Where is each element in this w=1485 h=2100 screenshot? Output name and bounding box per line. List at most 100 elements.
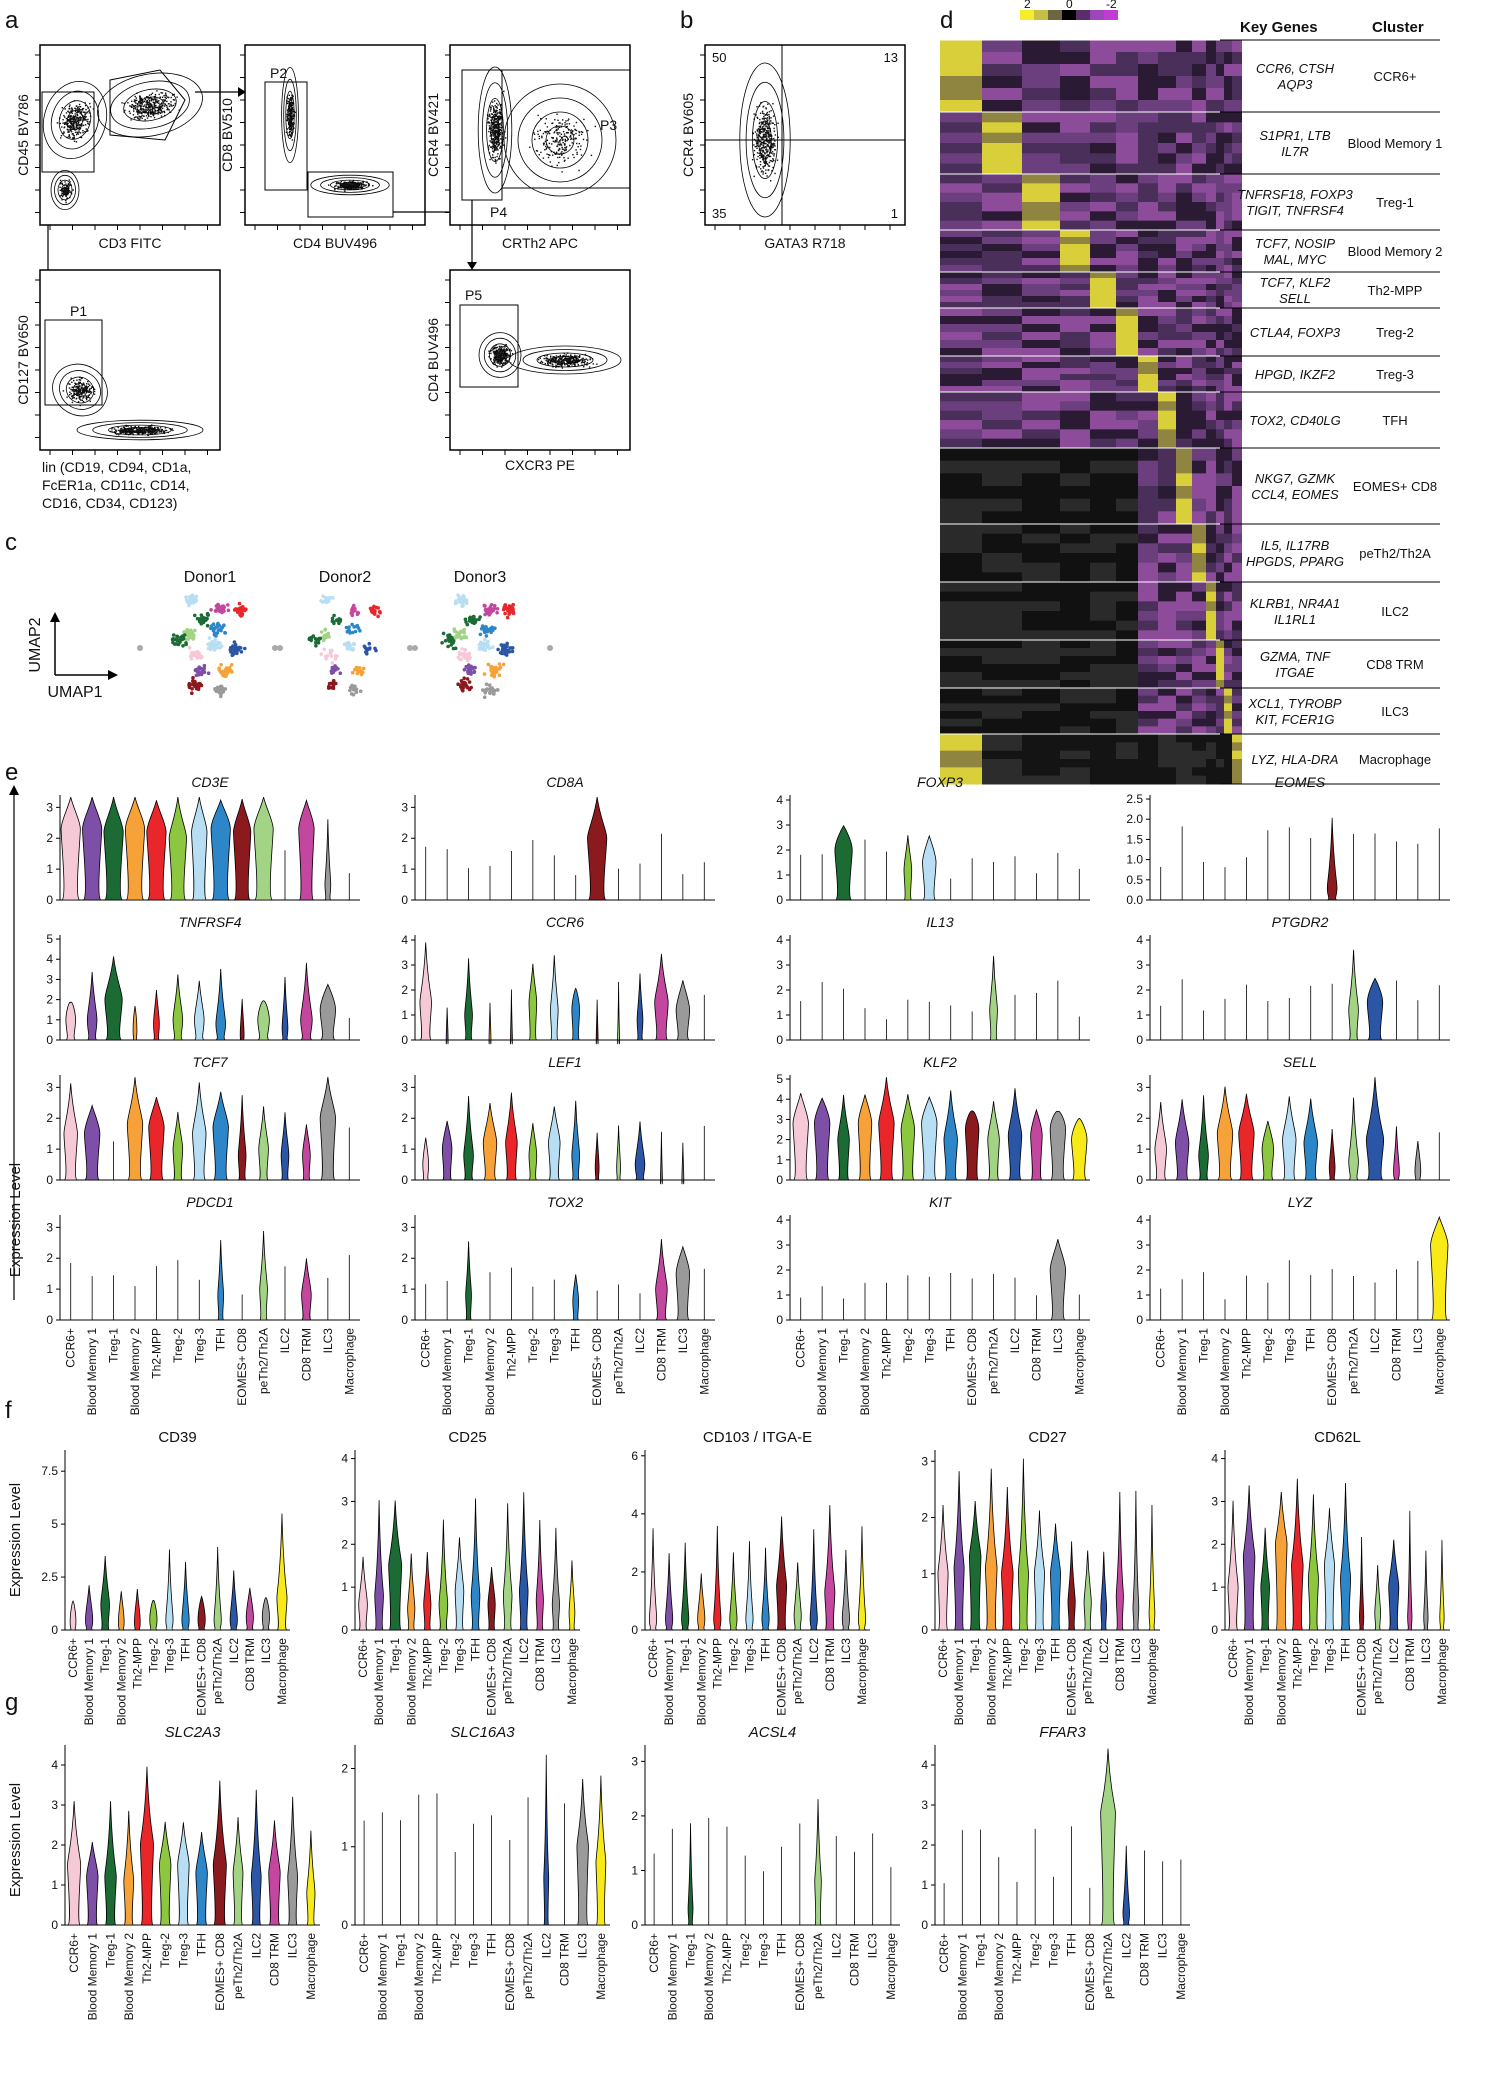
event-dot	[79, 106, 82, 108]
event-dot	[85, 112, 88, 114]
event-dot	[564, 139, 567, 141]
event-dot	[146, 104, 148, 106]
heatmap-cell	[982, 302, 1022, 309]
heatmap-cell	[982, 174, 1022, 184]
event-dot	[133, 100, 135, 103]
event-dot	[149, 425, 151, 427]
event-dot	[566, 363, 568, 365]
event-dot	[496, 137, 499, 139]
event-dot	[546, 355, 548, 357]
event-dot	[572, 130, 574, 132]
event-dot	[765, 132, 767, 134]
event-dot	[121, 102, 123, 104]
event-dot	[772, 115, 775, 117]
event-dot	[161, 429, 163, 431]
event-dot	[159, 112, 162, 114]
umap-cell-dot	[195, 616, 200, 621]
event-dot	[61, 199, 63, 201]
event-dot	[158, 429, 160, 431]
event-dot	[75, 125, 78, 127]
umap-cell-dot	[501, 662, 506, 667]
event-dot	[65, 199, 67, 202]
event-dot	[71, 395, 73, 397]
contour-line	[489, 343, 511, 367]
umap-cell-dot	[470, 666, 475, 670]
heatmap-cell	[1224, 202, 1232, 212]
axis-label-line: CD16, CD34, CD123)	[42, 495, 177, 511]
event-dot	[537, 133, 539, 135]
event-dot	[765, 133, 767, 136]
event-dot	[150, 105, 152, 108]
event-dot	[163, 100, 165, 102]
event-dot	[70, 114, 72, 117]
event-dot	[578, 142, 580, 145]
heatmap-cell	[1022, 220, 1060, 231]
event-dot	[68, 185, 70, 187]
event-dot	[291, 104, 294, 107]
event-dot	[533, 132, 535, 134]
event-dot	[159, 103, 161, 106]
event-dot	[347, 187, 349, 189]
heatmap-cell	[1022, 76, 1060, 89]
event-dot	[559, 354, 561, 357]
event-dot	[494, 110, 496, 112]
event-dot	[557, 132, 559, 134]
event-dot	[64, 189, 66, 192]
event-dot	[505, 361, 507, 363]
heatmap-cell	[1090, 265, 1116, 273]
heatmap-cell	[1158, 258, 1176, 266]
event-dot	[140, 106, 142, 108]
event-dot	[767, 103, 769, 105]
event-dot	[291, 101, 293, 103]
heatmap-cell	[1090, 88, 1116, 101]
event-dot	[494, 126, 496, 129]
umap-cell-dot	[463, 647, 468, 652]
heatmap-cell	[1116, 284, 1138, 291]
event-dot	[493, 361, 496, 364]
event-dot	[78, 389, 80, 391]
event-dot	[542, 142, 545, 144]
umap-cell-dot	[461, 686, 465, 690]
heatmap-cell	[1176, 112, 1192, 123]
event-dot	[557, 143, 559, 146]
heatmap-cell	[1090, 100, 1116, 113]
umap-cell-dot	[441, 631, 446, 636]
event-dot	[508, 355, 511, 357]
umap-cell-dot	[468, 615, 473, 620]
event-dot	[89, 390, 91, 392]
heatmap-cell	[940, 112, 982, 123]
heatmap-cell	[1060, 258, 1090, 266]
event-dot	[77, 393, 79, 395]
umap-cell-dot	[193, 599, 198, 604]
heatmap-cell	[982, 308, 1022, 317]
event-dot	[567, 360, 569, 362]
event-dot	[501, 346, 504, 348]
event-dot	[499, 119, 501, 121]
event-dot	[535, 149, 538, 152]
heatmap-cell	[1216, 316, 1224, 325]
event-dot	[559, 122, 561, 124]
event-dot	[754, 140, 757, 142]
event-dot	[492, 348, 494, 351]
event-dot	[174, 102, 176, 105]
event-dot	[500, 357, 503, 359]
event-dot	[769, 120, 771, 122]
event-dot	[493, 139, 496, 142]
event-dot	[759, 129, 762, 131]
event-dot	[354, 188, 356, 190]
event-dot	[123, 426, 126, 429]
event-dot	[502, 350, 504, 353]
umap-cell-dot	[321, 638, 326, 643]
event-dot	[78, 122, 80, 124]
event-dot	[133, 430, 135, 432]
event-dot	[498, 350, 500, 352]
event-dot	[495, 349, 497, 351]
event-dot	[356, 184, 358, 187]
heatmap-cell	[1216, 244, 1224, 252]
heatmap-cell	[1022, 153, 1060, 165]
event-dot	[546, 360, 548, 362]
event-dot	[559, 140, 561, 142]
event-dot	[774, 145, 776, 147]
umap-cell-dot	[198, 682, 203, 686]
event-dot	[341, 183, 343, 185]
